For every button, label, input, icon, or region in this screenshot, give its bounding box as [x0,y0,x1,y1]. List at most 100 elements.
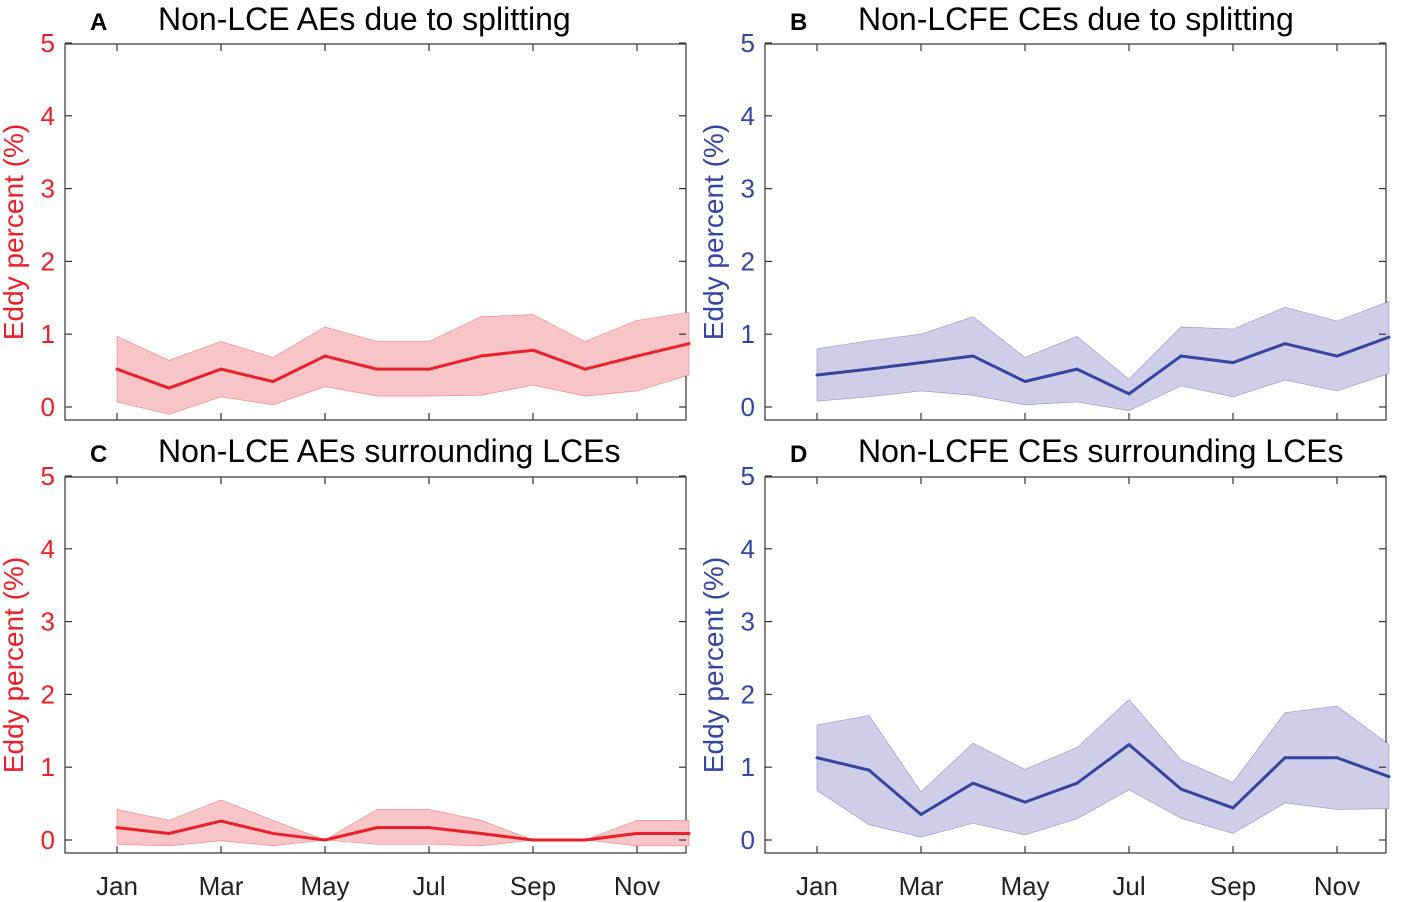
panel-d-letter: D [790,441,807,468]
y-tick-label: 5 [741,28,755,58]
data-point-jul [1127,743,1131,747]
data-point-aug [1179,354,1183,358]
y-axis-label: Eddy percent (%) [0,557,29,773]
x-tick-label: Nov [1314,871,1360,901]
confidence-band [816,699,1390,838]
data-point-dec [687,831,691,835]
data-point-may [323,354,327,358]
data-point-sep [1231,361,1235,365]
x-tick-label: Jul [1112,871,1145,901]
data-point-oct [1283,756,1287,760]
y-axis-label: Eddy percent (%) [0,124,29,340]
y-tick-label: 0 [741,825,755,855]
y-tick-label: 1 [741,752,755,782]
data-point-nov [635,831,639,835]
panel-c-title: Non-LCE AEs surrounding LCEs [158,433,620,469]
data-point-mar [219,819,223,823]
data-point-jun [375,826,379,830]
panel-a-letter: A [90,9,107,36]
y-tick-label: 2 [41,246,55,276]
panel-a-plot: 0 1 2 3 4 5 Eddy percent (%) [0,28,691,422]
x-tick-label: May [1000,871,1049,901]
panel-c-plot: 0 1 2 3 4 5 Jan Mar May Jul Sep Nov Eddy percent (%) [0,461,691,901]
y-tick-label: 1 [41,752,55,782]
y-axis-label: Eddy percent (%) [698,124,729,340]
data-point-jun [1075,781,1079,785]
y-tick-label: 2 [41,679,55,709]
data-point-sep [531,348,535,352]
y-tick-label: 0 [41,392,55,422]
data-point-sep [1231,806,1235,810]
data-point-aug [479,354,483,358]
mean-line [816,335,1390,396]
y-tick-label: 5 [741,461,755,491]
data-point-oct [1283,342,1287,346]
x-tick-label: Jan [96,871,138,901]
axes-box [764,476,1387,854]
data-point-feb [867,768,871,772]
data-point-feb [167,831,171,835]
data-point-nov [635,354,639,358]
y-tick-label: 5 [41,28,55,58]
panel-a-title: Non-LCE AEs due to splitting [158,1,571,37]
y-tick-label: 3 [41,174,55,204]
data-point-jan [815,756,819,760]
x-tick-label: Jan [796,871,838,901]
data-point-may [1023,800,1027,804]
data-point-nov [1335,756,1339,760]
data-point-aug [1179,787,1183,791]
x-tick-label: May [300,871,349,901]
y-tick-label: 2 [741,246,755,276]
data-point-feb [867,367,871,371]
data-point-sep [531,838,535,842]
panel-b-title: Non-LCFE CEs due to splitting [858,1,1294,37]
data-point-apr [271,380,275,384]
data-point-jan [115,367,119,371]
y-tick-label: 4 [41,534,55,564]
data-point-oct [583,838,587,842]
y-tick-label: 0 [741,392,755,422]
y-tick-label: 4 [741,101,755,131]
y-tick-label: 3 [741,174,755,204]
data-point-nov [1335,354,1339,358]
y-tick-label: 3 [741,607,755,637]
panel-b-plot: 0 1 2 3 4 5 Eddy percent (%) [698,28,1391,422]
axes-box [64,476,687,854]
panel-d-plot: 0 1 2 3 4 5 Jan Mar May Jul Sep Nov Eddy percent (%) [698,461,1391,901]
y-tick-label: 1 [41,319,55,349]
x-tick-label: Nov [614,871,660,901]
data-point-jan [815,373,819,377]
data-point-apr [271,831,275,835]
data-point-dec [1387,335,1391,339]
x-tick-label: Sep [1210,871,1256,901]
data-point-jul [427,826,431,830]
data-point-jun [1075,367,1079,371]
panel-b-letter: B [790,9,807,36]
data-point-may [1023,380,1027,384]
data-point-jun [375,367,379,371]
panel-c-letter: C [90,441,107,468]
y-tick-label: 3 [41,607,55,637]
confidence-band [116,312,690,415]
y-tick-label: 0 [41,825,55,855]
data-point-feb [167,386,171,390]
data-point-apr [971,354,975,358]
data-point-oct [583,367,587,371]
axes-box [64,43,687,421]
mean-line [116,342,690,390]
confidence-band [816,301,1390,411]
data-point-mar [919,813,923,817]
mean-line [816,743,1390,817]
data-point-mar [919,361,923,365]
panel-b: B Non-LCFE CEs due to splitting 0 1 2 3 4 5 Ed… [698,1,1391,422]
data-point-apr [971,781,975,785]
panel-d-title: Non-LCFE CEs surrounding LCEs [858,433,1344,469]
x-tick-label: Jul [412,871,445,901]
data-point-aug [479,831,483,835]
data-point-mar [219,367,223,371]
y-axis-label: Eddy percent (%) [698,557,729,773]
panel-c: C Non-LCE AEs surrounding LCEs 0 1 2 3 4 5 Jan… [0,433,691,901]
data-point-dec [687,342,691,346]
data-point-jul [427,367,431,371]
